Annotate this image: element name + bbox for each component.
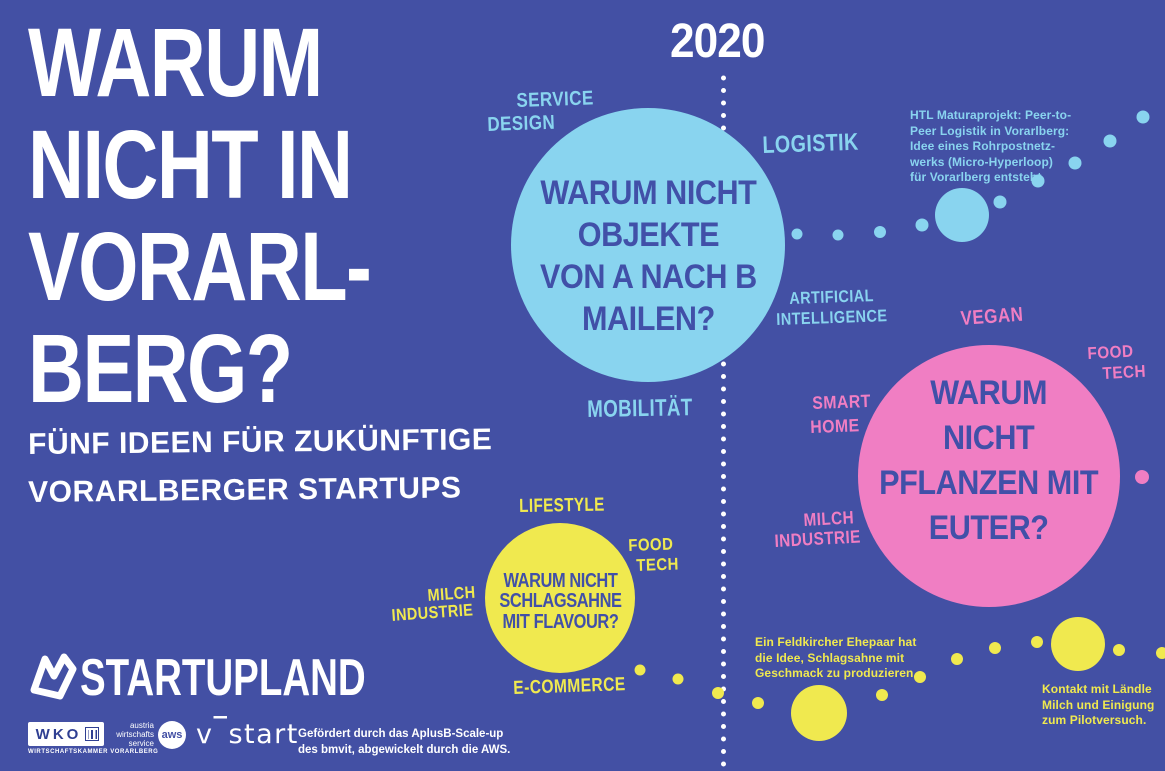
vstart-logo-dash: ‾ [213,712,229,743]
vstart-logo: v‾start [196,712,299,750]
tag-vegan: VEGAN [960,303,1024,330]
idea-circle-mailen: WARUM NICHT OBJEKTE VON A NACH B MAILEN? [511,108,785,382]
note-feldkircher-ehepaar: Ein Feldkircher Ehepaar hat die Idee, Sc… [755,635,917,680]
funding-note: Gefördert durch das AplusB-Scale-up des … [298,728,511,756]
vstart-logo-v: v [196,719,214,750]
tag-home: HOME [810,415,860,437]
idea-question-schlagsahne: WARUM NICHT SCHLAGSAHNE MIT FLAVOUR? [498,569,622,633]
tag-food-pink: FOOD [1087,341,1134,363]
title-line-2: NICHT IN [28,110,353,219]
idea-question-mailen: WARUM NICHT OBJEKTE VON A NACH B MAILEN? [539,174,757,338]
startupland-logo-icon [30,653,77,700]
note-htl-maturaprojekt: HTL Maturaprojekt: Peer-to- Peer Logisti… [910,108,1072,184]
wko-caption: WIRTSCHAFTSKAMMER VORARLBERG [28,749,159,755]
tag-tech-yellow: TECH [636,554,680,575]
idea-question-euter: WARUM NICHT PFLANZEN MIT EUTER? [879,374,1099,547]
subtitle-line-2: VORARLBERGER STARTUPS [28,471,462,509]
idea-circle-schlagsahne: WARUM NICHT SCHLAGSAHNE MIT FLAVOUR? [485,523,635,673]
blue-dot-trail [791,110,1150,242]
timeline-year: 2020 [670,15,765,68]
aws-logo-badge: aws [158,721,186,749]
tag-industrie-pink: INDUSTRIE [774,526,862,551]
tag-service: SERVICE [516,87,595,112]
wko-building-icon [85,727,100,741]
tag-food-yellow: FOOD [628,534,674,555]
aws-wordmark: austria wirtschafts service [116,721,154,748]
tag-mobilitaet: MOBILITÄT [587,394,693,423]
tag-ecommerce: E-COMMERCE [513,674,626,699]
tag-artificial: ARTIFICIAL [789,286,875,308]
yellow-dot-trail [634,617,1165,741]
tag-lifestyle: LIFESTYLE [519,494,605,517]
subtitle-line-1: FÜNF IDEEN FÜR ZUKÜNFTIGE [28,423,493,461]
title-line-1: WARUM [28,8,323,117]
tag-design: DESIGN [487,111,556,136]
title-line-3: VORARL- [28,212,372,321]
wko-logo: WKO [28,722,104,746]
tag-smart: SMART [812,390,872,413]
page-title: WARUM NICHT IN VORARL- BERG? [28,12,456,420]
tag-tech-pink: TECH [1102,361,1147,383]
idea-circle-euter: WARUM NICHT PFLANZEN MIT EUTER? [858,345,1120,607]
startupland-wordmark: STARTUPLAND [80,649,366,707]
note-kontakt-laendle-milch: Kontakt mit Ländle Milch und Einigung zu… [1042,682,1155,727]
tag-intelligence: INTELLIGENCE [776,306,888,329]
tag-logistik: LOGISTIK [762,128,860,159]
pink-dot [1135,470,1149,484]
vstart-logo-rest: start [228,719,299,750]
title-line-4: BERG? [28,314,293,423]
wko-logo-letters: WKO [35,725,82,743]
